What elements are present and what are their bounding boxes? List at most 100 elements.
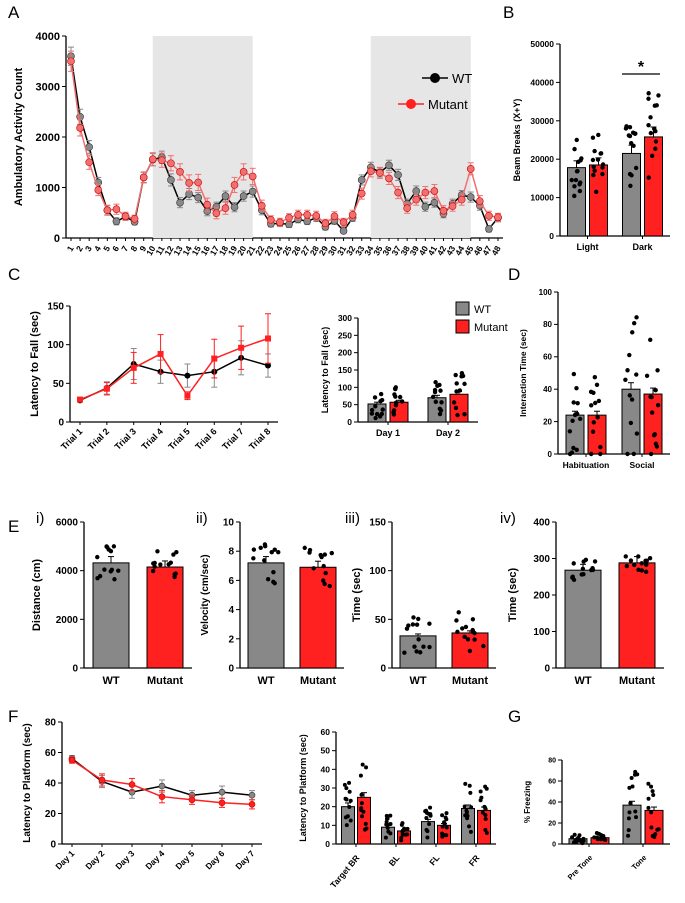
individual-point xyxy=(653,139,659,144)
data-point-mutant xyxy=(238,344,245,351)
y-tick-label: 1000 xyxy=(36,182,60,194)
individual-point xyxy=(374,411,380,417)
x-tick-label: Trial 3 xyxy=(113,426,138,451)
individual-point xyxy=(644,562,649,567)
y-tick-label: 60 xyxy=(543,353,552,362)
individual-point xyxy=(484,830,489,835)
individual-point xyxy=(631,451,636,457)
individual-point xyxy=(623,377,628,382)
individual-point xyxy=(462,381,467,387)
individual-point xyxy=(627,810,632,815)
x-tick-label: 41 xyxy=(426,244,440,257)
x-tick-label: 13 xyxy=(171,244,185,257)
individual-point xyxy=(440,813,445,818)
y-tick-label: 30000 xyxy=(530,116,554,126)
data-point-mutant xyxy=(257,201,266,210)
individual-point xyxy=(480,810,485,815)
y-tick-label: 0 xyxy=(50,840,56,851)
individual-point xyxy=(577,188,583,194)
individual-point xyxy=(624,124,629,129)
x-tick-label: 36 xyxy=(380,244,394,257)
individual-point xyxy=(444,833,449,838)
data-point-mutant xyxy=(348,210,357,219)
individual-point xyxy=(427,644,432,650)
bar-mutant xyxy=(644,809,664,845)
individual-point xyxy=(463,624,469,630)
individual-point xyxy=(633,769,638,774)
y-axis-label: Time (sec) xyxy=(351,568,363,623)
individual-point xyxy=(438,388,443,393)
x-tick-label: Trial 4 xyxy=(140,426,165,451)
individual-point xyxy=(329,550,334,556)
y-tick-label: 0 xyxy=(548,450,553,459)
data-point-wt xyxy=(112,217,121,226)
x-tick-label: 19 xyxy=(226,244,240,257)
data-point-mutant xyxy=(103,206,112,215)
individual-point xyxy=(399,822,404,827)
y-tick-label: 0 xyxy=(72,664,78,675)
data-point-mutant xyxy=(148,155,157,164)
individual-point xyxy=(265,577,271,582)
individual-point xyxy=(323,570,328,576)
individual-point xyxy=(359,806,364,811)
individual-point xyxy=(478,789,483,794)
x-tick-label: Tone xyxy=(630,853,649,872)
y-tick-label: 0 xyxy=(549,231,554,241)
data-point-mutant xyxy=(385,174,393,183)
individual-point xyxy=(116,568,121,573)
individual-point xyxy=(578,180,583,185)
individual-point xyxy=(393,385,399,390)
individual-point xyxy=(457,388,463,393)
individual-point xyxy=(646,123,651,128)
individual-point xyxy=(596,398,602,404)
individual-point xyxy=(644,373,650,379)
data-point-mutant xyxy=(412,195,421,204)
individual-point xyxy=(591,164,596,169)
data-point-mutant xyxy=(466,165,475,173)
individual-point xyxy=(626,833,631,838)
individual-point xyxy=(626,816,631,821)
individual-point xyxy=(569,177,574,183)
x-tick-label: WT xyxy=(102,675,119,687)
individual-point xyxy=(634,372,639,377)
individual-point xyxy=(440,831,445,836)
individual-point xyxy=(453,372,458,378)
individual-point xyxy=(627,785,632,790)
individual-point xyxy=(592,559,598,564)
individual-point xyxy=(360,762,365,767)
individual-point xyxy=(655,368,660,373)
individual-point xyxy=(442,821,447,826)
data-point-mutant xyxy=(267,216,275,224)
data-point-wt xyxy=(339,227,348,235)
data-point-mutant xyxy=(439,206,448,215)
individual-point xyxy=(344,786,349,791)
individual-point xyxy=(649,784,654,789)
data-point-wt xyxy=(158,782,166,790)
individual-point xyxy=(369,407,375,413)
individual-point xyxy=(453,405,459,411)
individual-point xyxy=(643,558,648,564)
individual-point xyxy=(570,418,575,424)
y-axis-label: Ambulatory Activity Count xyxy=(13,68,25,207)
individual-point xyxy=(651,792,656,797)
panel-label-A: A xyxy=(8,3,20,22)
individual-point xyxy=(344,823,349,828)
individual-point xyxy=(572,832,577,837)
individual-point xyxy=(463,781,468,786)
individual-point xyxy=(327,583,332,589)
y-tick-label: 40 xyxy=(548,799,556,806)
individual-point xyxy=(262,558,267,563)
individual-point xyxy=(592,168,597,173)
data-point-wt xyxy=(385,161,393,170)
individual-point xyxy=(433,380,438,385)
individual-point xyxy=(172,574,177,580)
individual-point xyxy=(378,391,384,397)
x-tick-label: Target BR xyxy=(328,853,361,890)
individual-point xyxy=(421,644,426,649)
individual-point xyxy=(628,420,634,426)
individual-point xyxy=(465,637,471,642)
x-tick-label: FR xyxy=(467,853,482,868)
x-tick-label: 26 xyxy=(289,244,303,257)
data-point-mutant xyxy=(430,187,439,195)
